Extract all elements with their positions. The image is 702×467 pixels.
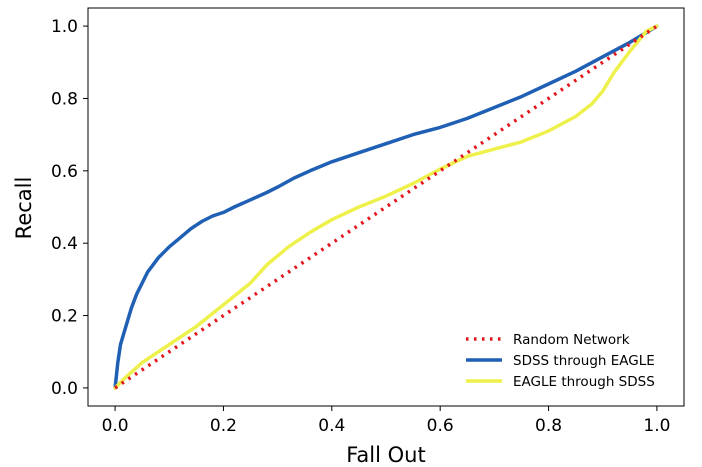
x-tick-label: 0.4	[318, 416, 345, 436]
x-tick-label: 0.8	[535, 416, 562, 436]
series-layer	[113, 24, 659, 390]
x-axis-label: Fall Out	[346, 443, 425, 467]
y-tick-label: 0.2	[51, 307, 78, 327]
legend-label: EAGLE through SDSS	[513, 374, 655, 390]
y-tick-label: 0.8	[51, 89, 78, 109]
legend-label: SDSS through EAGLE	[513, 353, 655, 369]
x-tick-label: 0.2	[210, 416, 237, 436]
x-tick-label: 0.6	[427, 416, 454, 436]
legend: Random Network SDSS through EAGLE EAGLE th…	[466, 332, 655, 390]
y-tick-label: 0.4	[51, 234, 78, 254]
x-tick-label: 0.0	[102, 416, 129, 436]
x-tick-label: 1.0	[643, 416, 670, 436]
x-axis-ticks: 0.0 0.2 0.4 0.6 0.8 1.0	[102, 406, 670, 436]
plot-frame	[87, 7, 685, 407]
series-line-eagle-through-sdss	[113, 24, 659, 390]
y-axis-ticks: 0.0 0.2 0.4 0.6 0.8 1.0	[51, 17, 88, 399]
y-axis-label: Recall	[12, 177, 36, 240]
series-line-sdss-through-eagle	[113, 24, 659, 390]
y-tick-label: 0.6	[51, 162, 78, 182]
y-tick-label: 1.0	[51, 17, 78, 37]
y-tick-label: 0.0	[51, 379, 78, 399]
legend-label: Random Network	[513, 332, 630, 348]
